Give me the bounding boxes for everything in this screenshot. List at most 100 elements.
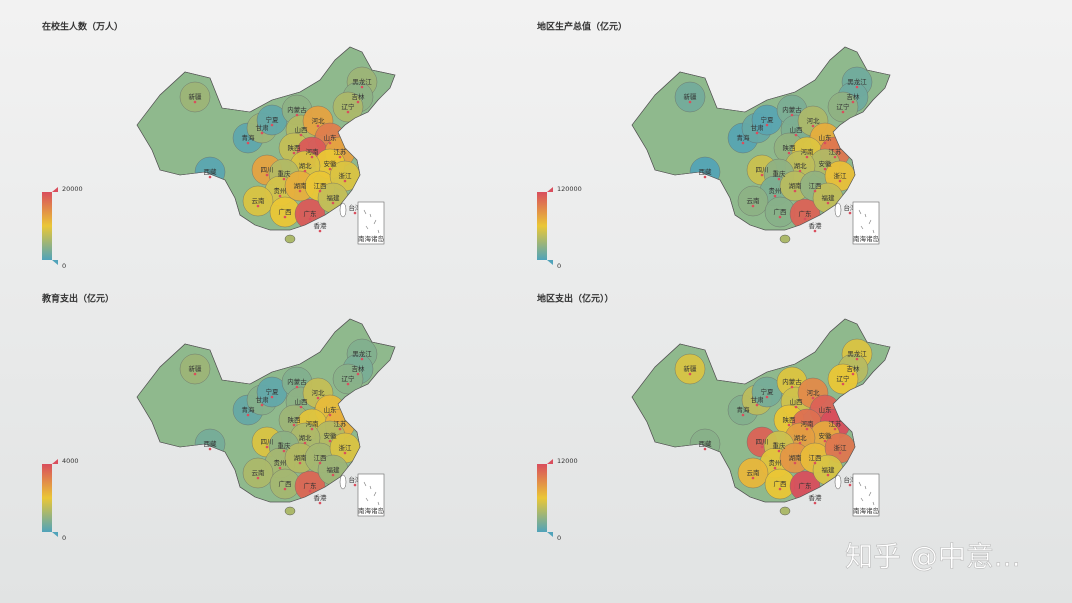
region-dot xyxy=(270,395,274,399)
region-label: 浙江 xyxy=(339,443,353,452)
region-dot xyxy=(318,189,322,193)
region-dot xyxy=(778,215,782,219)
region-dot xyxy=(298,461,302,465)
region-dot xyxy=(278,466,282,470)
region-label: 湖北 xyxy=(299,433,313,442)
region xyxy=(674,81,706,113)
map-title: 地区支出（亿元）） xyxy=(537,293,614,305)
region-label: 吉林 xyxy=(847,364,861,373)
region-label: 广东 xyxy=(799,481,813,490)
inset-label: 南海诸岛 xyxy=(853,506,879,515)
region-label: 宁夏 xyxy=(761,115,775,124)
region-label: 青海 xyxy=(242,133,256,142)
region-label: 辽宁 xyxy=(837,374,851,383)
region-dot xyxy=(813,189,817,193)
region-dot xyxy=(310,427,314,431)
region-label: 湖南 xyxy=(294,453,308,462)
legend-handle xyxy=(52,260,58,265)
region-label: 广西 xyxy=(774,479,788,488)
region-dot xyxy=(316,396,320,400)
inset-islands xyxy=(858,481,875,506)
region-label: 山西 xyxy=(295,397,309,406)
hainan xyxy=(779,506,791,516)
legend-max: 12000 xyxy=(557,457,578,465)
region-label: 江苏 xyxy=(334,147,348,156)
region-dot xyxy=(833,155,837,159)
region-dot xyxy=(353,211,357,215)
region-dot xyxy=(270,123,274,127)
region-label: 江苏 xyxy=(829,147,843,156)
region xyxy=(737,185,769,217)
inset-islands xyxy=(858,209,875,234)
region-label: 湖北 xyxy=(794,161,808,170)
region-dot xyxy=(855,357,859,361)
region-label: 内蒙古 xyxy=(782,377,802,386)
legend-handle xyxy=(547,260,553,265)
region-dot xyxy=(773,466,777,470)
region-dot xyxy=(823,439,827,443)
region-dot xyxy=(360,85,364,89)
region-dot xyxy=(256,204,260,208)
region-dot xyxy=(760,445,764,449)
region-label: 湖南 xyxy=(789,181,803,190)
region-label: 四川 xyxy=(261,438,274,446)
region-label: 江西 xyxy=(314,454,328,462)
region-dot xyxy=(823,413,827,417)
regions xyxy=(674,66,873,230)
region-label: 台湾 xyxy=(349,203,363,212)
region-label: 内蒙古 xyxy=(287,105,307,114)
legend-max: 4000 xyxy=(62,457,79,465)
region-dot xyxy=(787,151,791,155)
legend-min: 0 xyxy=(557,262,561,270)
legend-min: 0 xyxy=(62,262,66,270)
legend-max: 20000 xyxy=(62,185,83,193)
legend-handle xyxy=(547,459,553,464)
region-dot xyxy=(851,100,855,104)
map-panel: 在校生人数（万人）新疆西藏青海甘肃宁夏内蒙古黑龙江吉林辽宁山西河北陕西山东河南江… xyxy=(42,21,396,270)
region-dot xyxy=(193,100,197,104)
region-label: 湖北 xyxy=(299,161,313,170)
map-title: 教育支出（亿元） xyxy=(41,293,114,305)
region-dot xyxy=(760,173,764,177)
region-dot xyxy=(295,113,299,117)
region-label: 吉林 xyxy=(352,92,366,101)
taiwan xyxy=(834,474,842,490)
region-label: 广东 xyxy=(304,481,318,490)
legend-bar xyxy=(42,192,52,260)
region-dot xyxy=(813,229,817,233)
region-dot xyxy=(260,131,264,135)
map-title: 地区生产总值（亿元） xyxy=(537,21,627,33)
region-label: 浙江 xyxy=(339,171,353,180)
region-label: 辽宁 xyxy=(837,102,851,111)
region-dot xyxy=(790,385,794,389)
region-dot xyxy=(805,155,809,159)
region-label: 陕西 xyxy=(783,143,797,152)
region-dot xyxy=(765,123,769,127)
region-dot xyxy=(813,501,817,505)
region-label: 陕西 xyxy=(783,415,797,424)
region-label: 台湾 xyxy=(349,475,363,484)
region-label: 福建 xyxy=(822,465,836,474)
region-label: 台湾 xyxy=(844,475,858,484)
region-dot xyxy=(299,133,303,137)
region xyxy=(242,185,274,217)
region-label: 陕西 xyxy=(288,143,302,152)
region-dot xyxy=(841,382,845,386)
region-dot xyxy=(703,447,707,451)
region-label: 香港 xyxy=(314,493,328,502)
region-label: 西藏 xyxy=(204,167,218,176)
region-label: 新疆 xyxy=(189,92,203,101)
region-label: 新疆 xyxy=(684,92,698,101)
region-label: 贵州 xyxy=(769,458,782,467)
region-label: 重庆 xyxy=(773,169,787,178)
inset-box xyxy=(852,473,880,517)
region-label: 四川 xyxy=(756,166,769,174)
region-label: 黑龙江 xyxy=(847,77,867,86)
region-label: 黑龙江 xyxy=(352,77,372,86)
region-label: 黑龙江 xyxy=(352,349,372,358)
legend-max: 120000 xyxy=(557,185,582,193)
region-dot xyxy=(265,445,269,449)
region-dot xyxy=(805,427,809,431)
